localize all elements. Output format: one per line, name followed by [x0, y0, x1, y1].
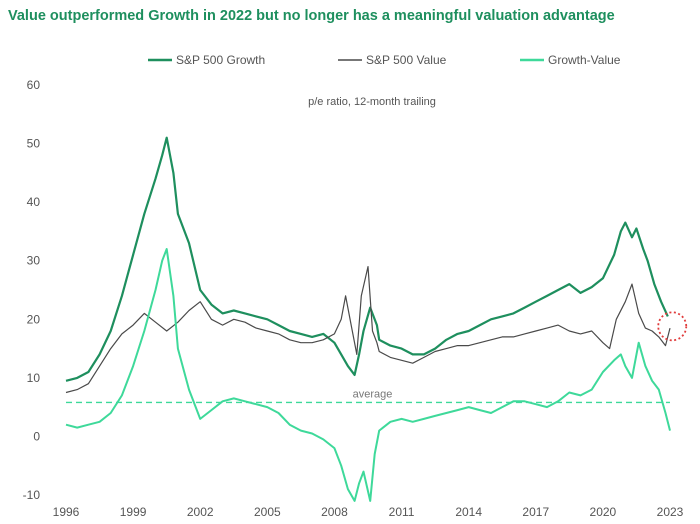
x-tick-label: 2011 — [389, 505, 415, 519]
legend-label: S&P 500 Growth — [176, 53, 265, 67]
y-tick-label: 10 — [27, 371, 41, 385]
value-series-line — [65, 266, 671, 394]
y-tick-label: 0 — [33, 429, 40, 443]
y-tick-label: 60 — [27, 78, 41, 92]
x-tick-label: 2005 — [254, 505, 281, 519]
legend-label: S&P 500 Value — [366, 53, 447, 67]
y-tick-label: 20 — [27, 312, 41, 326]
legend: S&P 500 Growth S&P 500 Value Growth-Value — [148, 53, 621, 67]
x-tick-label: 1999 — [120, 505, 147, 519]
x-tick-label: 2017 — [522, 505, 549, 519]
highlight-circle — [657, 311, 688, 342]
x-tick-label: 2002 — [187, 505, 214, 519]
y-tick-label: -10 — [23, 488, 41, 502]
y-tick-label: 40 — [27, 195, 41, 209]
y-tick-label: 30 — [27, 254, 41, 268]
series-lines — [65, 136, 671, 502]
average-label: average — [353, 388, 393, 400]
x-tick-label: 2014 — [455, 505, 482, 519]
growth-series-line — [65, 136, 669, 382]
x-tick-label: 2008 — [321, 505, 348, 519]
x-tick-label: 2020 — [590, 505, 617, 519]
y-axis-ticks: -10 0 10 20 30 40 50 60 — [23, 78, 41, 502]
x-axis-ticks: 1996 1999 2002 2005 2008 2011 2014 2017 2020 2023 — [53, 505, 684, 519]
legend-label: Growth-Value — [548, 53, 621, 67]
y-tick-label: 50 — [27, 137, 41, 151]
chart-subtitle: p/e ratio, 12-month trailing — [308, 96, 436, 108]
chart-title: Value outperformed Growth in 2022 but no… — [8, 8, 615, 24]
x-tick-label: 1996 — [53, 505, 80, 519]
growth-value-series-line — [65, 248, 671, 502]
x-tick-label: 2023 — [657, 505, 684, 519]
